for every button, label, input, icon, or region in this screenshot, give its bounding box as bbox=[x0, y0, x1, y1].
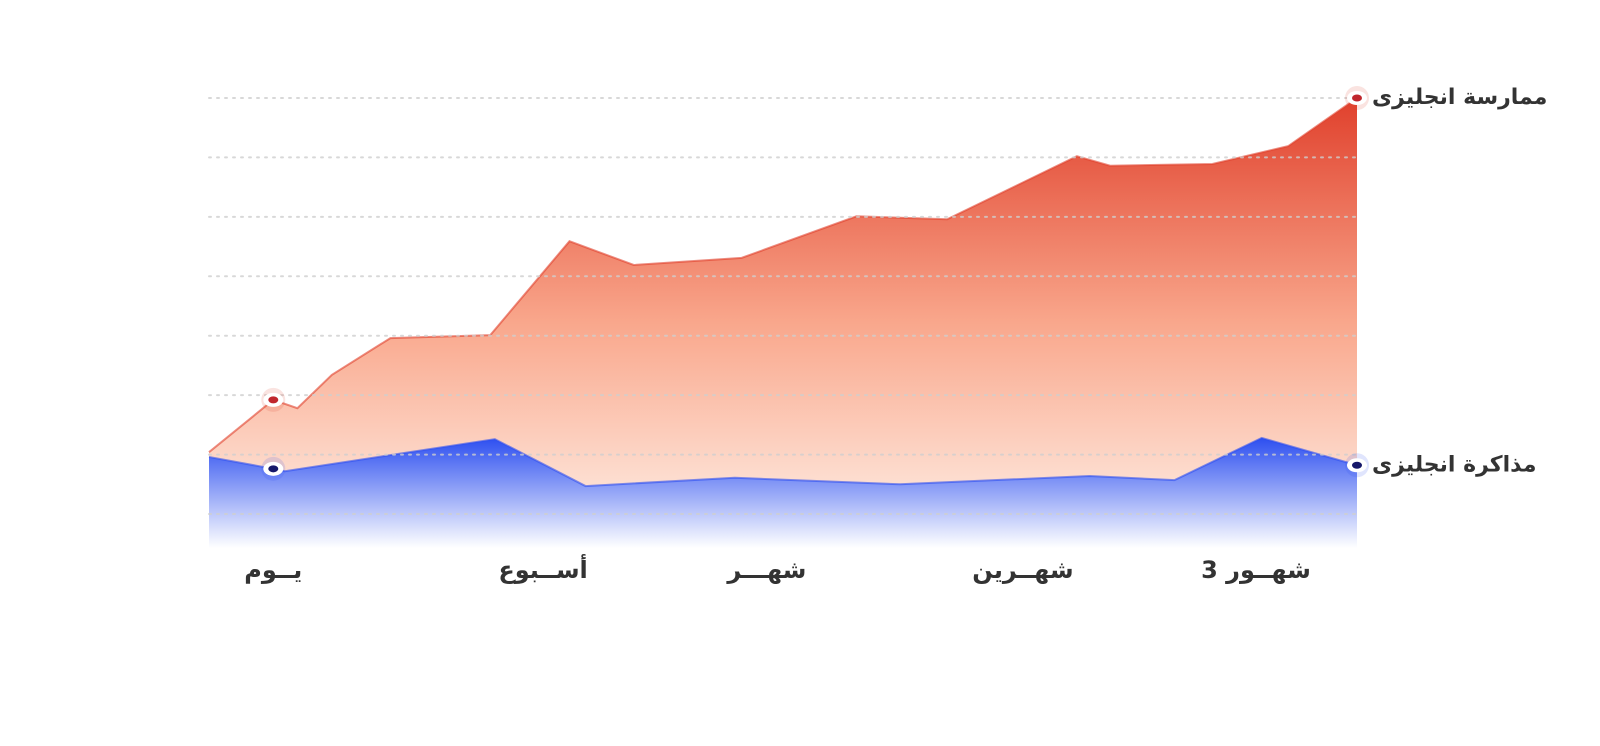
x-tick-label: يــوم bbox=[244, 556, 302, 584]
x-tick-label: شهــرين bbox=[972, 556, 1073, 584]
point-dot bbox=[1352, 461, 1362, 469]
x-tick-label: 3 شهــور bbox=[1201, 556, 1311, 584]
series-label: ممارسة انجليزى bbox=[1372, 85, 1547, 110]
x-tick-label: شهـــر bbox=[726, 556, 806, 584]
point-dot bbox=[268, 465, 279, 473]
area-fill bbox=[209, 98, 1357, 548]
series-line bbox=[208, 97, 1358, 453]
area-fill bbox=[209, 437, 1357, 548]
series-label: مذاكرة انجليزى bbox=[1372, 452, 1536, 477]
point-dot bbox=[268, 396, 279, 404]
point-dot bbox=[1352, 94, 1362, 102]
x-tick-label: أســبوع bbox=[498, 554, 587, 584]
